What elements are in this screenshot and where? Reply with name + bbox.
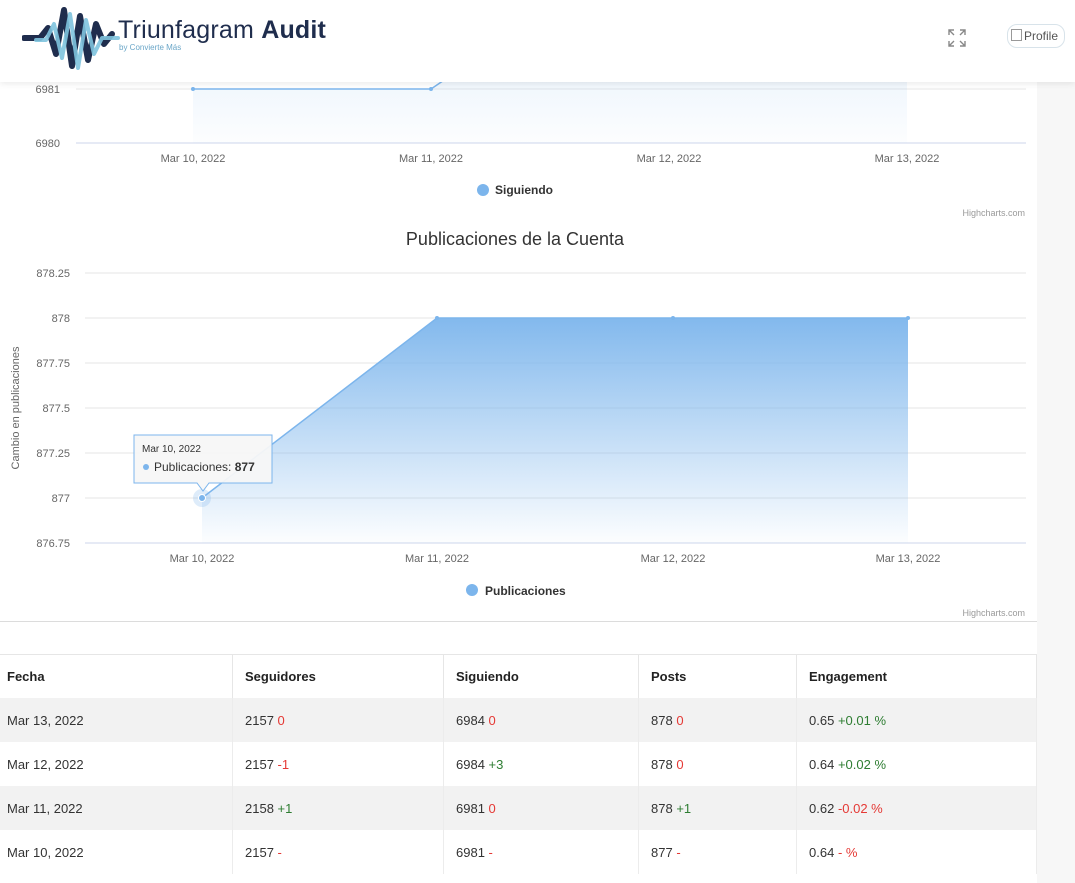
- delta: +0.01 %: [837, 712, 887, 728]
- cell-posts: 878 +1: [638, 786, 797, 830]
- y-tick-label: 876.75: [36, 538, 70, 550]
- delta: -0.02 %: [837, 800, 883, 816]
- x-tick-label: Mar 10, 2022: [161, 153, 226, 165]
- chart-title: Publicaciones de la Cuenta: [406, 229, 625, 249]
- cell-siguiendo: 6984 0: [443, 698, 639, 742]
- data-point: [435, 316, 439, 320]
- broken-image-icon: [1011, 29, 1022, 41]
- brand-subtitle: by Convierte Más: [119, 43, 182, 52]
- col-posts: Posts: [638, 654, 797, 698]
- table-row: Mar 12, 2022 2157 -1 6984 +3 878 0 0.64 …: [0, 742, 1037, 786]
- y-tick-label: 877: [52, 493, 70, 505]
- top-navbar: Triunfagram Audit by Convierte Más Profi…: [0, 0, 1075, 82]
- x-tick-label: Mar 11, 2022: [399, 153, 463, 165]
- x-tick-label: Mar 12, 2022: [637, 153, 702, 165]
- table-row: Mar 10, 2022 2157 - 6981 - 877 - 0.64 - …: [0, 830, 1037, 874]
- col-fecha: Fecha: [0, 654, 233, 698]
- x-tick-label: Mar 13, 2022: [875, 153, 940, 165]
- delta: 0: [676, 756, 684, 772]
- cell-fecha: Mar 12, 2022: [0, 742, 233, 786]
- y-tick-label: 6981: [36, 84, 60, 96]
- profile-avatar-button[interactable]: Profile: [1007, 24, 1065, 48]
- cell-engagement: 0.64 - %: [796, 830, 1037, 874]
- delta: +1: [277, 800, 293, 816]
- data-point: [191, 87, 195, 91]
- cell-siguiendo: 6981 0: [443, 786, 639, 830]
- delta: +1: [676, 800, 692, 816]
- delta: -: [488, 844, 493, 860]
- col-siguiendo: Siguiendo: [443, 654, 639, 698]
- y-tick-label: 877.5: [42, 403, 70, 415]
- x-tick-label: Mar 12, 2022: [641, 553, 706, 565]
- brand-title: Triunfagram Audit: [118, 16, 327, 44]
- cell-fecha: Mar 10, 2022: [0, 830, 233, 874]
- data-point: [906, 316, 910, 320]
- y-tick-label: 877.25: [36, 448, 70, 460]
- delta: 0: [488, 712, 496, 728]
- cell-engagement: 0.65 +0.01 %: [796, 698, 1037, 742]
- cell-seguidores: 2158 +1: [232, 786, 444, 830]
- series-area: [202, 318, 908, 543]
- cell-seguidores: 2157 0: [232, 698, 444, 742]
- y-tick-label: 878.25: [36, 268, 70, 280]
- table-row: Mar 13, 2022 2157 0 6984 0 878 0 0.65 +0…: [0, 698, 1037, 742]
- tooltip-date: Mar 10, 2022: [142, 444, 201, 455]
- delta: -: [676, 844, 681, 860]
- x-tick-label: Mar 11, 2022: [405, 553, 469, 565]
- section-divider: [0, 621, 1037, 622]
- cell-fecha: Mar 11, 2022: [0, 786, 233, 830]
- tooltip-text: Publicaciones: 877: [154, 460, 255, 474]
- cell-engagement: 0.64 +0.02 %: [796, 742, 1037, 786]
- posts-chart: Publicaciones de la Cuenta Cambio en publ…: [10, 229, 1026, 618]
- delta: +3: [488, 756, 504, 772]
- legend-label: Siguiendo: [495, 183, 553, 197]
- series-line: [201, 317, 908, 499]
- delta: -1: [277, 756, 290, 772]
- y-axis-title: Cambio en publicaciones: [10, 346, 22, 469]
- x-tick-label: Mar 10, 2022: [170, 553, 235, 565]
- x-tick-label: Mar 13, 2022: [876, 553, 941, 565]
- cell-posts: 877 -: [638, 830, 797, 874]
- y-tick-label: 877.75: [36, 358, 70, 370]
- table-header-row: Fecha Seguidores Siguiendo Posts Engagem…: [0, 654, 1037, 698]
- cell-engagement: 0.62 -0.02 %: [796, 786, 1037, 830]
- table-row: Mar 11, 2022 2158 +1 6981 0 878 +1 0.62 …: [0, 786, 1037, 830]
- page-scroll-gutter: [1037, 82, 1075, 883]
- delta: 0: [676, 712, 684, 728]
- legend-label: Publicaciones: [485, 584, 566, 598]
- tooltip-box: [133, 434, 273, 492]
- data-point: [671, 316, 675, 320]
- fullscreen-icon[interactable]: [946, 27, 968, 49]
- cell-posts: 878 0: [638, 742, 797, 786]
- legend-symbol: [466, 584, 478, 596]
- brand-logo[interactable]: [21, 4, 342, 74]
- delta: - %: [837, 844, 858, 860]
- waveform-logo-icon: [21, 7, 120, 70]
- cell-posts: 878 0: [638, 698, 797, 742]
- series-area: [193, 82, 907, 143]
- stats-table: Fecha Seguidores Siguiendo Posts Engagem…: [0, 654, 1037, 874]
- legend-symbol: [477, 184, 489, 196]
- credits-label: Highcharts.com: [962, 608, 1025, 618]
- data-point-hovered: [198, 494, 206, 502]
- tooltip-symbol: [143, 464, 149, 470]
- delta: -: [277, 844, 282, 860]
- delta: +0.02 %: [837, 756, 887, 772]
- following-chart: 6981 6980 Mar 10, 2022 Mar 11, 2022 Mar 12, …: [36, 82, 1026, 218]
- col-engagement: Engagement: [796, 654, 1037, 698]
- cell-siguiendo: 6984 +3: [443, 742, 639, 786]
- delta: 0: [488, 800, 496, 816]
- cell-siguiendo: 6981 -: [443, 830, 639, 874]
- y-tick-label: 878: [52, 313, 70, 325]
- credits-label: Highcharts.com: [962, 208, 1025, 218]
- cell-fecha: Mar 13, 2022: [0, 698, 233, 742]
- y-tick-label: 6980: [36, 138, 60, 150]
- series-line: [193, 82, 443, 90]
- data-point: [429, 87, 433, 91]
- col-seguidores: Seguidores: [232, 654, 444, 698]
- cell-seguidores: 2157 -1: [232, 742, 444, 786]
- delta: 0: [277, 712, 285, 728]
- cell-seguidores: 2157 -: [232, 830, 444, 874]
